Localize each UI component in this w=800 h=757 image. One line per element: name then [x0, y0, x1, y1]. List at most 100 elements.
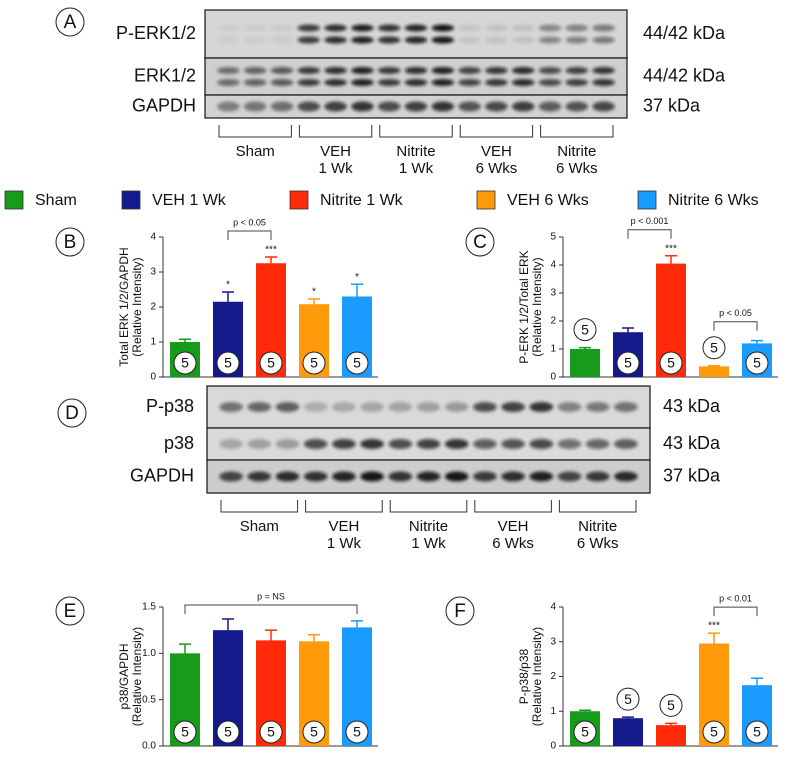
blot-band	[431, 79, 455, 86]
bracket	[713, 321, 758, 331]
n-circle	[573, 720, 597, 744]
y-tick-label: 0.5	[142, 694, 156, 705]
n-circle	[173, 720, 197, 744]
blot-band	[243, 67, 267, 74]
blot-band	[247, 402, 272, 412]
group-bracket	[459, 125, 534, 138]
blot-band	[351, 67, 374, 74]
error-bar	[708, 632, 720, 644]
blot-band	[529, 439, 554, 449]
n-label: 5	[624, 691, 632, 707]
blot-size-label: 44/42 kDa	[643, 65, 726, 85]
blot-band	[529, 402, 554, 412]
blot-band	[332, 439, 356, 449]
blot-band	[431, 101, 455, 112]
error-bar	[708, 365, 720, 367]
blot-band	[416, 439, 441, 449]
blot-band	[275, 439, 300, 449]
blot-band	[444, 402, 469, 412]
blot-band	[538, 101, 562, 112]
blot-row-label: GAPDH	[132, 95, 196, 115]
blot-row-label: ERK1/2	[134, 65, 196, 85]
group-label: Nitrite	[409, 518, 448, 535]
blot-band	[592, 24, 615, 32]
blot-band	[351, 24, 374, 32]
blot-row-label: GAPDH	[130, 465, 194, 485]
group-label: VEH	[498, 518, 529, 535]
blot-band	[243, 24, 267, 32]
n-label: 5	[753, 355, 761, 371]
legend-swatch	[4, 190, 24, 210]
blot-size-label: 43 kDa	[663, 396, 721, 416]
significance: *	[226, 280, 230, 291]
group-label: 6 Wks	[556, 160, 598, 177]
panel-circle	[57, 398, 87, 428]
blot-band	[377, 79, 401, 86]
blot-band	[592, 101, 615, 112]
y-tick-label: 4	[550, 260, 556, 271]
error-bar	[351, 283, 363, 297]
blot-band	[458, 67, 481, 74]
error-bar	[351, 620, 363, 628]
n-circle	[302, 720, 326, 744]
blot-band	[324, 24, 347, 32]
blot-band	[485, 24, 508, 32]
blot-band	[538, 79, 562, 86]
group-bracket	[389, 500, 468, 513]
error-bar	[222, 618, 234, 631]
group-label: VEH	[328, 518, 359, 535]
blot-band	[243, 101, 267, 112]
group-label: Sham	[240, 518, 279, 535]
blot-size-label: 44/42 kDa	[643, 23, 726, 43]
bar	[613, 718, 643, 746]
blot-band	[565, 79, 589, 86]
n-circle	[216, 351, 240, 375]
group-bracket	[558, 500, 637, 513]
bracket-label: p = NS	[257, 591, 285, 601]
blot-band	[377, 36, 401, 44]
y-tick-label: 2	[550, 671, 556, 682]
group-label: VEH	[481, 143, 512, 160]
bracket	[227, 230, 272, 240]
blot-band	[351, 101, 374, 112]
blot-band	[538, 24, 562, 32]
blot-band	[324, 79, 347, 86]
n-circle	[616, 351, 640, 375]
n-label: 5	[353, 355, 361, 371]
panel-circle	[445, 596, 475, 626]
blot-band	[585, 439, 610, 449]
blot-band	[324, 36, 347, 44]
n-label: 5	[181, 355, 189, 371]
blot-band	[324, 67, 347, 74]
n-label: 5	[624, 355, 632, 371]
blot-band	[485, 101, 508, 112]
y-tick-label: 1.5	[142, 602, 156, 613]
legend-label: Nitrite 6 Wks	[668, 192, 759, 209]
y-tick-label: 4	[150, 232, 156, 243]
group-label: 6 Wks	[577, 535, 619, 552]
blot-band	[444, 471, 469, 482]
n-label: 5	[753, 724, 761, 740]
blot-band	[332, 471, 356, 482]
blot-band	[275, 402, 300, 412]
error-bar	[265, 629, 277, 641]
blot-band	[270, 79, 294, 86]
blot-band	[592, 36, 615, 44]
legend-swatch	[637, 190, 657, 210]
blot-band	[404, 67, 428, 74]
blot-band	[219, 402, 243, 412]
group-bracket	[474, 500, 552, 513]
panel-letter: D	[65, 403, 79, 424]
blot-band	[297, 36, 321, 44]
n-label: 5	[667, 697, 675, 713]
group-label: 1 Wk	[327, 535, 362, 552]
blot-band	[431, 24, 455, 32]
blot-band	[217, 101, 240, 112]
blot-band	[404, 36, 428, 44]
blot-row	[204, 9, 628, 59]
group-bracket	[218, 125, 292, 138]
error-bar	[179, 643, 191, 654]
group-bracket	[540, 125, 614, 138]
y-tick-label: 2	[150, 302, 156, 313]
